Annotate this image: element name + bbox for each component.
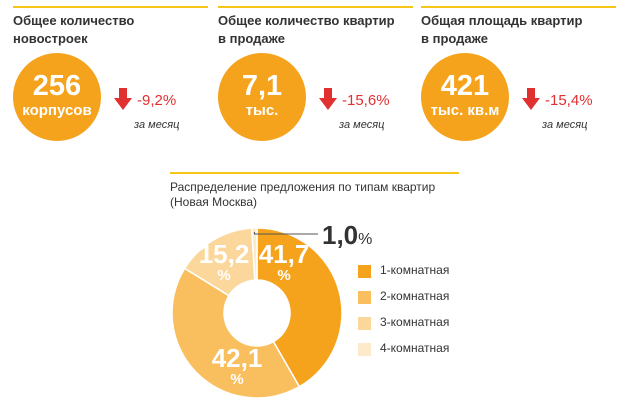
chart-subtitle: (Новая Москва) (170, 195, 258, 209)
slice-value: 1,0 (322, 220, 359, 250)
kpi-area-for-sale: Общая площадь квартир в продаже 421 тыс.… (421, 0, 616, 141)
leader-line (253, 232, 318, 235)
slice-label-1-room: 41,7 % (256, 240, 312, 284)
kpi-label: Общее количество новостроек (13, 12, 208, 48)
kpi-value: 7,1 (241, 70, 283, 102)
slice-unit: % (217, 267, 231, 284)
legend-label: 4-комнатная (380, 341, 450, 355)
down-arrow-icon (319, 88, 337, 110)
kpi-value-circle: 7,1 тыс. (218, 53, 306, 141)
kpi-label-line1: Общее количество (13, 13, 135, 28)
pie-slice-1 (256, 227, 343, 388)
kpi-label-line2: в продаже (218, 31, 285, 46)
chart-title: Распределение предложения по типам кварт… (170, 180, 470, 210)
kpi-period: за месяц (542, 119, 588, 131)
slice-value: 15,2 (198, 239, 250, 269)
legend-swatch (358, 265, 371, 278)
kpi-change: -15,4% (545, 92, 593, 109)
kpi-divider (13, 6, 208, 8)
kpi-value: 256 (32, 70, 82, 102)
legend-label: 3-комнатная (380, 315, 450, 329)
kpi-unit: корпусов (22, 102, 92, 119)
kpi-divider (218, 6, 413, 8)
slice-label-4-room: 1,0% (322, 221, 372, 254)
down-arrow-icon (522, 88, 540, 110)
kpi-change: -9,2% (137, 92, 177, 109)
legend-label: 1-комнатная (380, 263, 450, 277)
legend-swatch (358, 317, 371, 330)
chart-title-line1: Распределение предложения по типам кварт… (170, 180, 436, 194)
kpi-label-line2: в продаже (421, 31, 488, 46)
kpi-unit: тыс. кв.м (430, 102, 500, 119)
kpi-new-buildings: Общее количество новостроек 256 корпусов… (13, 0, 208, 141)
pie-slice-4 (250, 227, 258, 281)
slice-label-2-room: 42,1 % (207, 344, 267, 388)
slice-label-3-room: 15,2 % (196, 240, 252, 284)
kpi-value-circle: 421 тыс. кв.м (421, 53, 509, 141)
legend-item-3-room: 3-комнатная (358, 314, 498, 340)
kpi-value-circle: 256 корпусов (13, 53, 101, 141)
legend-item-2-room: 2-комнатная (358, 288, 498, 314)
kpi-apartments-for-sale: Общее количество квартир в продаже 7,1 т… (218, 0, 413, 141)
kpi-divider (421, 6, 616, 8)
legend-swatch (358, 343, 371, 356)
legend-label: 2-комнатная (380, 289, 450, 303)
pie-slice-2 (171, 267, 301, 399)
chart-divider (170, 172, 459, 174)
kpi-period: за месяц (134, 119, 180, 131)
kpi-unit: тыс. (245, 102, 279, 119)
kpi-label-line1: Общее количество квартир (218, 13, 395, 28)
slice-value: 41,7 (258, 239, 310, 269)
legend-item-1-room: 1-комнатная (358, 262, 498, 288)
legend-item-4-room: 4-комнатная (358, 340, 498, 366)
kpi-value: 421 (440, 70, 490, 102)
kpi-label: Общее количество квартир в продаже (218, 12, 413, 48)
down-arrow-icon (114, 88, 132, 110)
legend-swatch (358, 291, 371, 304)
slice-unit: % (230, 371, 244, 388)
slice-value: 42,1 (211, 343, 263, 373)
chart-legend: 1-комнатная 2-комнатная 3-комнатная 4-ко… (358, 262, 498, 366)
kpi-label: Общая площадь квартир в продаже (421, 12, 616, 48)
kpi-label-line1: Общая площадь квартир (421, 13, 583, 28)
kpi-label-line2: новостроек (13, 31, 88, 46)
kpi-period: за месяц (339, 119, 385, 131)
slice-unit: % (277, 267, 291, 284)
slice-unit: % (358, 231, 373, 248)
kpi-change: -15,6% (342, 92, 390, 109)
